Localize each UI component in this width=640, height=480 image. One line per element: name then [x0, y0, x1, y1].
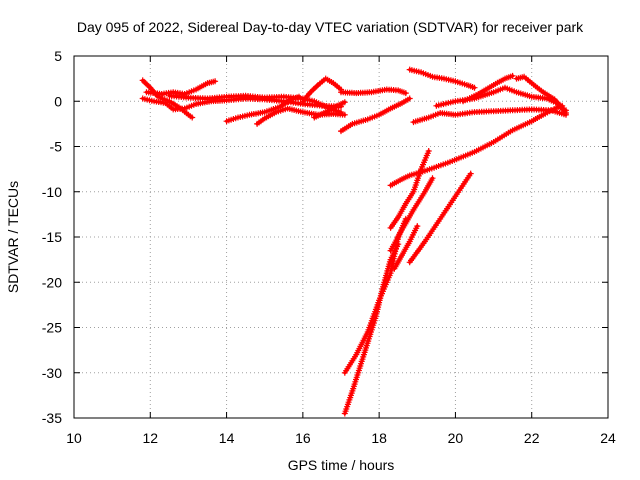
chart-title: Day 095 of 2022, Sidereal Day-to-day VTE…	[77, 19, 584, 35]
y-tick-label: -30	[42, 365, 62, 381]
y-tick-label: -35	[42, 410, 62, 426]
series-arc-13	[433, 85, 565, 109]
x-tick-label: 24	[600, 430, 616, 446]
y-axis-label: SDTVAR / TECUs	[5, 181, 21, 293]
series-arc-11	[407, 67, 478, 91]
y-tick-label: -10	[42, 184, 62, 200]
series-arc-7	[300, 76, 344, 105]
series-markers	[300, 76, 344, 105]
x-tick-label: 14	[219, 430, 235, 446]
series-markers	[342, 216, 409, 376]
x-tick-label: 18	[371, 430, 387, 446]
series-arc-10	[338, 87, 409, 97]
data-layer	[140, 67, 569, 417]
x-axis-label: GPS time / hours	[288, 457, 395, 473]
y-tick-label: 5	[54, 48, 62, 64]
x-tick-label: 22	[524, 430, 540, 446]
x-tick-label: 12	[142, 430, 158, 446]
y-tick-label: 0	[54, 93, 62, 109]
y-tick-label: -5	[50, 139, 63, 155]
y-tick-label: -15	[42, 229, 62, 245]
x-tick-label: 20	[448, 430, 464, 446]
series-arc-21	[342, 216, 409, 376]
y-tick-label: -20	[42, 274, 62, 290]
x-tick-label: 10	[66, 430, 82, 446]
series-arc-9	[338, 96, 413, 135]
x-tick-label: 16	[295, 430, 311, 446]
sdtvar-chart: Day 095 of 2022, Sidereal Day-to-day VTE…	[0, 0, 640, 480]
y-tick-label: -25	[42, 320, 62, 336]
